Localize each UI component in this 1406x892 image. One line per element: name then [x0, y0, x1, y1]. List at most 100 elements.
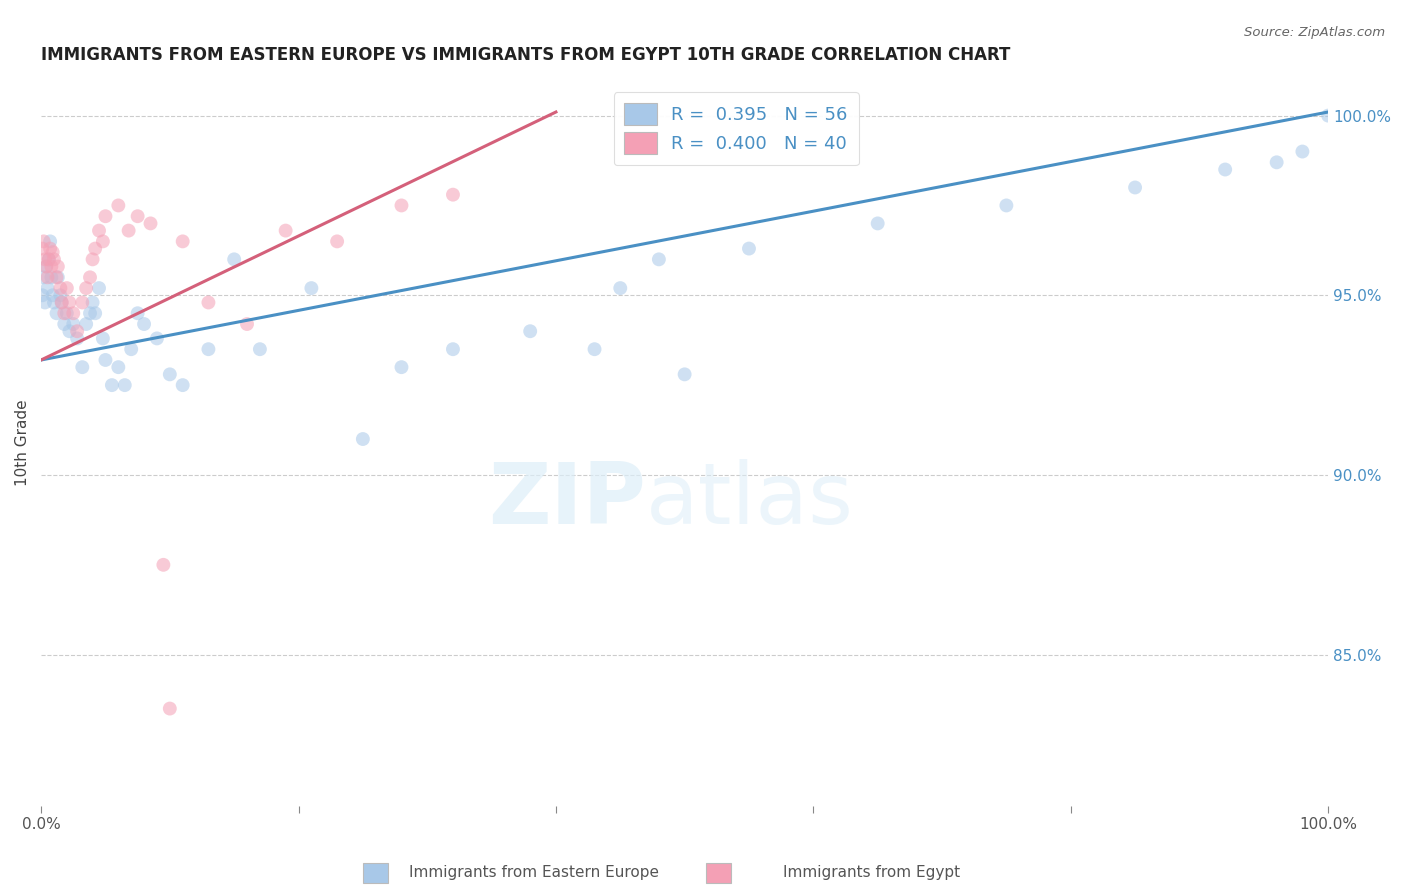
Point	[159, 368, 181, 382]
Point	[41, 245, 63, 260]
Point	[152, 558, 174, 572]
Point	[41, 270, 63, 285]
Text: IMMIGRANTS FROM EASTERN EUROPE VS IMMIGRANTS FROM EGYPT 10TH GRADE CORRELATION C: IMMIGRANTS FROM EASTERN EUROPE VS IMMIGR…	[41, 46, 1011, 64]
Point	[127, 209, 149, 223]
Point	[72, 295, 94, 310]
Point	[1317, 109, 1340, 123]
Point	[236, 317, 259, 331]
Point	[37, 281, 59, 295]
Point	[49, 281, 72, 295]
Point	[107, 198, 129, 212]
Point	[91, 235, 114, 249]
Point	[53, 317, 76, 331]
Point	[441, 187, 464, 202]
Text: ZIP: ZIP	[488, 459, 645, 542]
Point	[58, 324, 80, 338]
Point	[34, 295, 56, 310]
Point	[94, 209, 117, 223]
Point	[32, 235, 55, 249]
Point	[82, 295, 104, 310]
Point	[441, 342, 464, 356]
Point	[274, 224, 297, 238]
Point	[66, 331, 89, 345]
Point	[1291, 145, 1313, 159]
Point	[79, 270, 101, 285]
Point	[866, 216, 889, 230]
Point	[609, 281, 631, 295]
Text: Immigrants from Eastern Europe: Immigrants from Eastern Europe	[409, 865, 659, 880]
Point	[62, 306, 84, 320]
Point	[51, 295, 73, 310]
Point	[46, 260, 69, 274]
Point	[39, 242, 62, 256]
Point	[648, 252, 671, 267]
Point	[84, 306, 107, 320]
Point	[39, 235, 62, 249]
Point	[58, 295, 80, 310]
Point	[139, 216, 162, 230]
Point	[159, 701, 181, 715]
Point	[35, 260, 58, 274]
Point	[1123, 180, 1146, 194]
Point	[45, 306, 67, 320]
Point	[101, 378, 124, 392]
Point	[299, 281, 322, 295]
Point	[66, 324, 89, 338]
Text: Immigrants from Egypt: Immigrants from Egypt	[783, 865, 960, 880]
Point	[132, 317, 155, 331]
Point	[519, 324, 541, 338]
Point	[42, 295, 65, 310]
Point	[31, 242, 53, 256]
Point	[117, 224, 139, 238]
Point	[249, 342, 271, 356]
Point	[738, 242, 761, 256]
Point	[41, 288, 63, 302]
Point	[391, 198, 413, 212]
Point	[84, 242, 107, 256]
Point	[352, 432, 374, 446]
Point	[72, 360, 94, 375]
Point	[41, 260, 63, 274]
Point	[82, 252, 104, 267]
Point	[34, 252, 56, 267]
Point	[94, 353, 117, 368]
Point	[38, 252, 60, 267]
Point	[87, 224, 110, 238]
Y-axis label: 10th Grade: 10th Grade	[15, 400, 30, 486]
Point	[79, 306, 101, 320]
Point	[62, 317, 84, 331]
Point	[120, 342, 142, 356]
Point	[326, 235, 349, 249]
Point	[146, 331, 169, 345]
Text: atlas: atlas	[645, 459, 853, 542]
Point	[1213, 162, 1236, 177]
Point	[172, 378, 194, 392]
Point	[32, 270, 55, 285]
Point	[75, 281, 97, 295]
Point	[127, 306, 149, 320]
Point	[37, 270, 59, 285]
Point	[224, 252, 246, 267]
Point	[31, 288, 53, 302]
Point	[91, 331, 114, 345]
Text: Source: ZipAtlas.com: Source: ZipAtlas.com	[1244, 26, 1385, 39]
Point	[75, 317, 97, 331]
Point	[197, 342, 219, 356]
Point	[1265, 155, 1288, 169]
Point	[45, 270, 67, 285]
Point	[995, 198, 1018, 212]
Point	[583, 342, 606, 356]
Legend: R =  0.395   N = 56, R =  0.400   N = 40: R = 0.395 N = 56, R = 0.400 N = 40	[613, 92, 859, 165]
Point	[53, 306, 76, 320]
Point	[49, 288, 72, 302]
Point	[107, 360, 129, 375]
Point	[51, 295, 73, 310]
Point	[87, 281, 110, 295]
Point	[35, 260, 58, 274]
Point	[114, 378, 136, 392]
Point	[56, 281, 79, 295]
Point	[42, 252, 65, 267]
Point	[38, 252, 60, 267]
Point	[673, 368, 696, 382]
Point	[56, 306, 79, 320]
